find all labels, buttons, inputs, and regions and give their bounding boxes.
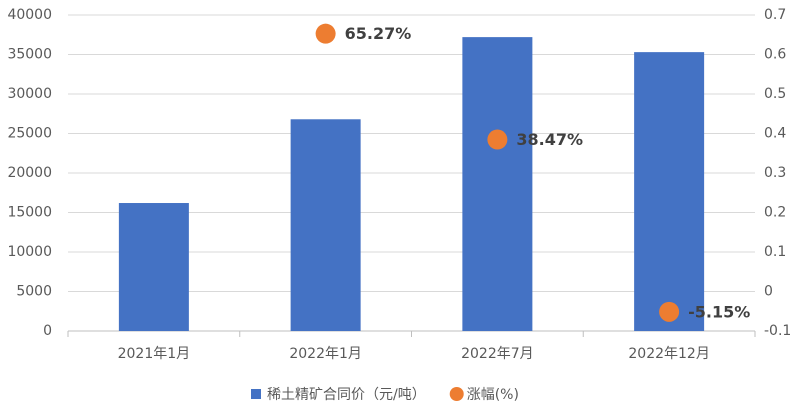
- y2-tick-label: 0.5: [764, 86, 786, 102]
- point: [487, 129, 508, 150]
- y-tick-label: 35000: [7, 47, 52, 63]
- legend-label: 涨幅(%): [467, 387, 519, 403]
- legend-marker: [251, 389, 261, 399]
- y-tick-label: 15000: [7, 205, 52, 221]
- y2-tick-label: 0.3: [764, 165, 786, 181]
- x-tick-label: 2022年7月: [461, 346, 534, 362]
- data-label: -5.15%: [688, 302, 750, 321]
- y2-tick-label: 0.4: [764, 126, 786, 142]
- y2-tick-label: 0: [764, 284, 773, 300]
- point: [315, 23, 336, 44]
- y2-tick-label: -0.1: [764, 323, 791, 339]
- y-tick-label: 25000: [7, 126, 52, 142]
- y-tick-label: 20000: [7, 165, 52, 181]
- y2-tick-label: 0.1: [764, 244, 786, 260]
- x-tick-label: 2021年1月: [118, 346, 191, 362]
- y2-tick-label: 0.6: [764, 47, 786, 63]
- point: [659, 301, 680, 322]
- y2-tick-label: 0.7: [764, 7, 786, 23]
- data-label: 65.27%: [345, 24, 412, 43]
- bar: [634, 52, 705, 331]
- y-tick-label: 30000: [7, 86, 52, 102]
- y-tick-label: 10000: [7, 244, 52, 260]
- data-label: 38.47%: [516, 130, 583, 149]
- y-tick-label: 0: [43, 323, 52, 339]
- y-tick-label: 40000: [7, 7, 52, 23]
- legend-label: 稀土精矿合同价（元/吨）: [267, 387, 426, 403]
- y2-tick-label: 0.2: [764, 205, 786, 221]
- x-tick-label: 2022年1月: [289, 346, 362, 362]
- y-tick-label: 5000: [16, 284, 52, 300]
- x-tick-label: 2022年12月: [628, 346, 709, 362]
- bar: [290, 119, 361, 331]
- bar: [118, 203, 189, 331]
- bar: [462, 37, 533, 332]
- legend-marker: [449, 387, 464, 401]
